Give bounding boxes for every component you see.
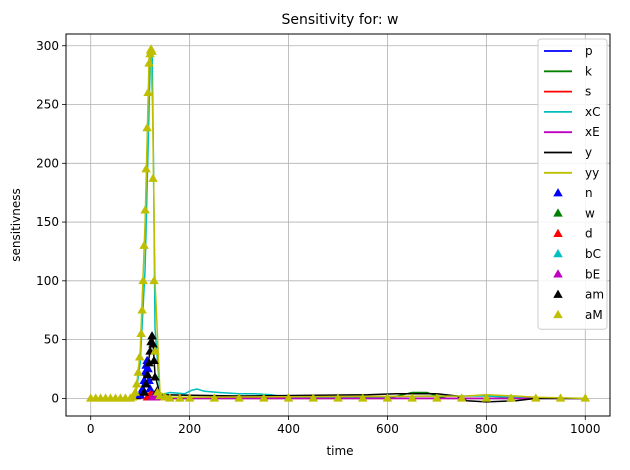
scatter-point-aM <box>165 393 175 402</box>
scatter-point-am <box>141 379 151 388</box>
legend-label-aM: aM <box>585 308 603 322</box>
legend-label-p: p <box>585 44 593 58</box>
scatter-point-aM <box>134 352 145 361</box>
y-tick-label: 0 <box>51 391 59 405</box>
legend-box <box>537 38 608 330</box>
y-tick-label: 50 <box>44 333 59 347</box>
legend-marker-aM <box>553 309 563 319</box>
scatter-point-aM <box>148 173 158 182</box>
y-tick-label: 250 <box>36 98 59 112</box>
scatter-point-aM <box>149 275 159 285</box>
scatter-point-aM <box>283 393 294 402</box>
scatter-point-am <box>149 355 159 365</box>
scatter-point-aM <box>382 393 393 402</box>
legend-label-am: am <box>585 288 604 302</box>
scatter-point-am <box>150 372 160 381</box>
scatter-point-aM <box>357 393 368 402</box>
scatter-point-am <box>144 358 154 367</box>
y-tick-label: 100 <box>36 274 59 288</box>
legend-marker-n <box>553 188 563 197</box>
y-axis-label: sensitivness <box>9 188 23 261</box>
scatter-point-aM <box>308 393 319 402</box>
x-tick-label: 400 <box>277 422 300 436</box>
scatter-point-aM <box>407 393 417 402</box>
legend-marker-d <box>553 228 563 237</box>
scatter-point-aM <box>139 240 149 249</box>
scatter-point-aM <box>174 393 185 402</box>
scatter-point-am <box>142 369 153 379</box>
scatter-point-am <box>139 387 149 396</box>
scatter-point-aM <box>142 123 152 132</box>
scatter-point-aM <box>131 379 142 388</box>
scatter-point-aM <box>555 393 566 402</box>
chart-title: Sensitivity for: w <box>282 12 399 28</box>
scatter-point-aM <box>432 393 442 402</box>
scatter-point-aM <box>506 393 516 402</box>
scatter-point-am <box>148 339 158 348</box>
scatter-point-aM <box>456 393 467 402</box>
scatter-point-aM <box>531 393 541 402</box>
scatter-point-aM <box>137 305 147 314</box>
scatter-point-aM <box>147 46 157 55</box>
legend-label-xC: xC <box>585 105 600 119</box>
legend-label-n: n <box>585 186 593 200</box>
scatter-point-aM <box>580 393 591 402</box>
legend-marker-w <box>553 208 563 217</box>
scatter-point-aM <box>184 393 195 402</box>
scatter-point-n <box>145 383 155 393</box>
legend-label-bE: bE <box>585 267 600 281</box>
legend-label-d: d <box>585 227 593 241</box>
plot-area <box>85 44 591 403</box>
axis-ticks: 0 200 400 600 800 1000 0 50 100 150 200 250 300 <box>36 39 600 436</box>
x-tick-label: 0 <box>87 422 95 436</box>
axes-frame <box>65 33 611 417</box>
scatter-point-aM <box>138 275 148 285</box>
x-tick-label: 600 <box>376 422 399 436</box>
y-tick-label: 150 <box>36 215 59 229</box>
legend-marker-bE <box>553 269 563 278</box>
x-tick-label: 800 <box>475 422 498 436</box>
scatter-point-aM <box>130 387 140 396</box>
x-tick-label: 1000 <box>570 422 601 436</box>
x-axis-label: time <box>326 444 353 458</box>
legend-marker-am <box>553 289 563 298</box>
legend-label-y: y <box>585 146 592 160</box>
scatter-point-aM <box>140 205 150 214</box>
legend-marker-bC <box>553 249 563 258</box>
scatter-point-aM <box>259 393 269 402</box>
scatter-point-aM <box>133 367 143 376</box>
y-tick-label: 300 <box>36 39 59 53</box>
scatter-point-aM <box>234 393 244 402</box>
scatter-point-aM <box>144 58 154 67</box>
legend-label-bC: bC <box>585 247 601 261</box>
scatter-point-aM <box>209 393 220 402</box>
scatter-point-n <box>135 389 145 399</box>
legend-label-k: k <box>585 64 592 78</box>
y-tick-label: 200 <box>36 156 59 170</box>
scatter-point-aM <box>143 87 153 97</box>
scatter-point-aM <box>141 164 151 173</box>
scatter-point-aM <box>150 346 160 355</box>
scatter-point-am <box>147 331 157 340</box>
legend-label-s: s <box>585 85 591 99</box>
scatter-point-n <box>143 363 153 373</box>
scatter-point-aM <box>481 393 492 402</box>
x-tick-label: 200 <box>178 422 201 436</box>
scatter-point-aM <box>128 392 138 401</box>
legend-label-xE: xE <box>585 125 600 139</box>
scatter-point-aM <box>136 328 146 337</box>
legend-label-w: w <box>585 206 595 220</box>
scatter-point-aM <box>333 393 343 402</box>
legend-label-yy: yy <box>585 166 599 180</box>
